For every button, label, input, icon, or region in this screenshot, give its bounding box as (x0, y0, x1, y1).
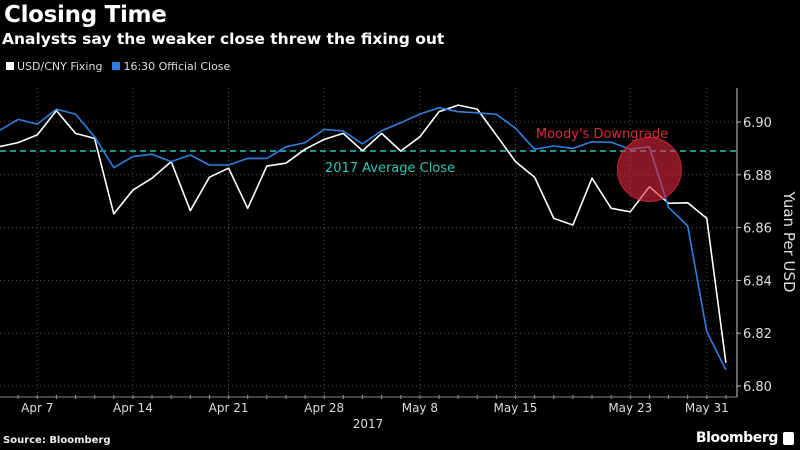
legend-swatch-white (6, 62, 14, 70)
x-tick-label: May 23 (608, 401, 652, 415)
average-close-label: 2017 Average Close (325, 161, 455, 176)
y-tick-label: 6.86 (743, 222, 772, 237)
x-tick-label: Apr 14 (113, 401, 153, 415)
y-tick-label: 6.84 (743, 274, 772, 289)
legend: USD/CNY Fixing 16:30 Official Close (6, 60, 230, 73)
source-note: Source: Bloomberg (3, 435, 111, 446)
x-tick-label: Apr 28 (304, 401, 344, 415)
x-tick-label: May 15 (494, 401, 538, 415)
chart-subtitle: Analysts say the weaker close threw the … (2, 30, 445, 48)
moodys-downgrade-label: Moody's Downgrade (536, 127, 668, 142)
x-axis-label: 2017 (353, 417, 384, 431)
legend-swatch-blue (112, 62, 121, 70)
series-line-fixing (0, 104, 727, 363)
brand-logo: Bloomberg (695, 430, 779, 446)
series-line-official-close (0, 106, 727, 371)
x-tick-label: May 8 (402, 401, 438, 415)
legend-item-official-close: 16:30 Official Close (112, 60, 230, 73)
y-tick-label: 6.88 (743, 169, 772, 184)
x-tick-label: Apr 21 (209, 401, 249, 415)
bloomberg-terminal-icon (783, 432, 794, 445)
moodys-downgrade-marker (616, 137, 682, 203)
y-tick-label: 6.80 (743, 380, 772, 395)
y-axis-label: Yuan Per USD (780, 190, 798, 292)
x-tick-label: Apr 7 (21, 401, 53, 415)
y-tick-label: 6.82 (743, 327, 772, 342)
chart-title: Closing Time (4, 2, 167, 28)
legend-item-fixing: USD/CNY Fixing (6, 60, 102, 73)
y-tick-label: 6.90 (743, 116, 772, 131)
legend-label: 16:30 Official Close (123, 60, 231, 73)
x-tick-label: May 31 (685, 401, 729, 415)
legend-label: USD/CNY Fixing (17, 60, 103, 73)
